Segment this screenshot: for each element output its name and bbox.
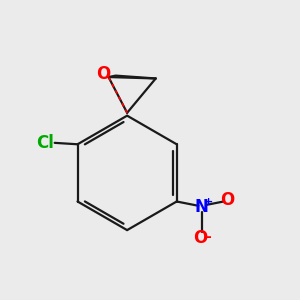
Text: O: O (96, 65, 110, 83)
Text: -: - (205, 230, 211, 244)
Text: Cl: Cl (36, 134, 54, 152)
Text: O: O (220, 191, 234, 209)
Text: O: O (193, 229, 208, 247)
Text: +: + (203, 197, 213, 207)
Text: N: N (195, 198, 209, 216)
